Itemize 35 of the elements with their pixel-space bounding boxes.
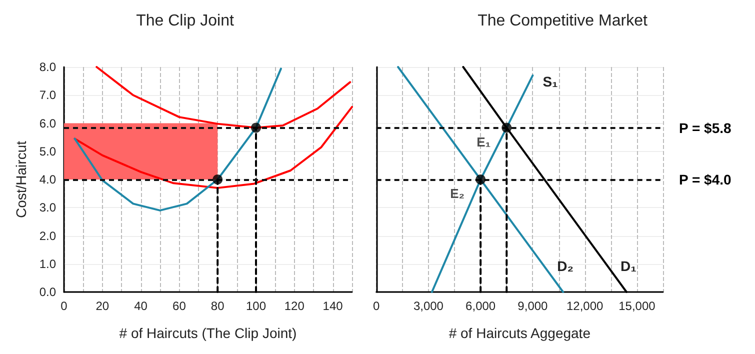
x-tick-label: 60 bbox=[172, 299, 186, 313]
series-label: D₁ bbox=[620, 258, 637, 274]
annotation: E₁ bbox=[476, 134, 491, 150]
series-label: D₂ bbox=[557, 258, 574, 274]
y-tick-label: 5.0 bbox=[39, 144, 56, 158]
annotation: E₂ bbox=[450, 186, 465, 201]
x-tick-label: 12,000 bbox=[566, 299, 604, 313]
x-axis-title: # of Haircuts Aggegate bbox=[448, 325, 591, 341]
chart-title: The Clip Joint bbox=[136, 12, 234, 30]
y-tick-label: 2.0 bbox=[39, 228, 56, 243]
x-tick-label: 3,000 bbox=[413, 299, 444, 313]
y-tick-label: 6.0 bbox=[39, 116, 56, 130]
y-tick-label: 4.0 bbox=[39, 172, 56, 186]
x-axis-title: # of Haircuts (The Clip Joint) bbox=[119, 325, 297, 341]
x-tick-label: 0 bbox=[372, 299, 380, 313]
x-tick-label: 100 bbox=[246, 299, 266, 313]
x-tick-label: 140 bbox=[322, 299, 344, 313]
x-tick-label: 15,000 bbox=[618, 299, 656, 313]
y-tick-label: 7.0 bbox=[39, 88, 56, 102]
y-tick-label: 3.0 bbox=[39, 200, 56, 215]
x-tick-label: 120 bbox=[284, 299, 305, 313]
x-tick-label: 20 bbox=[96, 299, 110, 313]
x-tick-label: 6,000 bbox=[466, 299, 496, 313]
x-tick-label: 0 bbox=[60, 299, 68, 313]
y-tick-label: 0.0 bbox=[39, 285, 56, 299]
chart-title: The Competitive Market bbox=[478, 12, 648, 30]
x-tick-label: 80 bbox=[210, 299, 225, 313]
x-tick-label: 9,000 bbox=[518, 299, 548, 313]
series-label: S₁ bbox=[542, 73, 558, 90]
y-tick-label: 1.0 bbox=[39, 256, 56, 271]
ref-line-label: P = $4.0 bbox=[679, 172, 732, 188]
x-tick-label: 40 bbox=[134, 299, 148, 313]
ref-line-label: P = $5.8 bbox=[679, 120, 732, 136]
y-axis-title: Cost/Haircut bbox=[13, 140, 29, 218]
y-tick-label: 8.0 bbox=[39, 60, 56, 74]
